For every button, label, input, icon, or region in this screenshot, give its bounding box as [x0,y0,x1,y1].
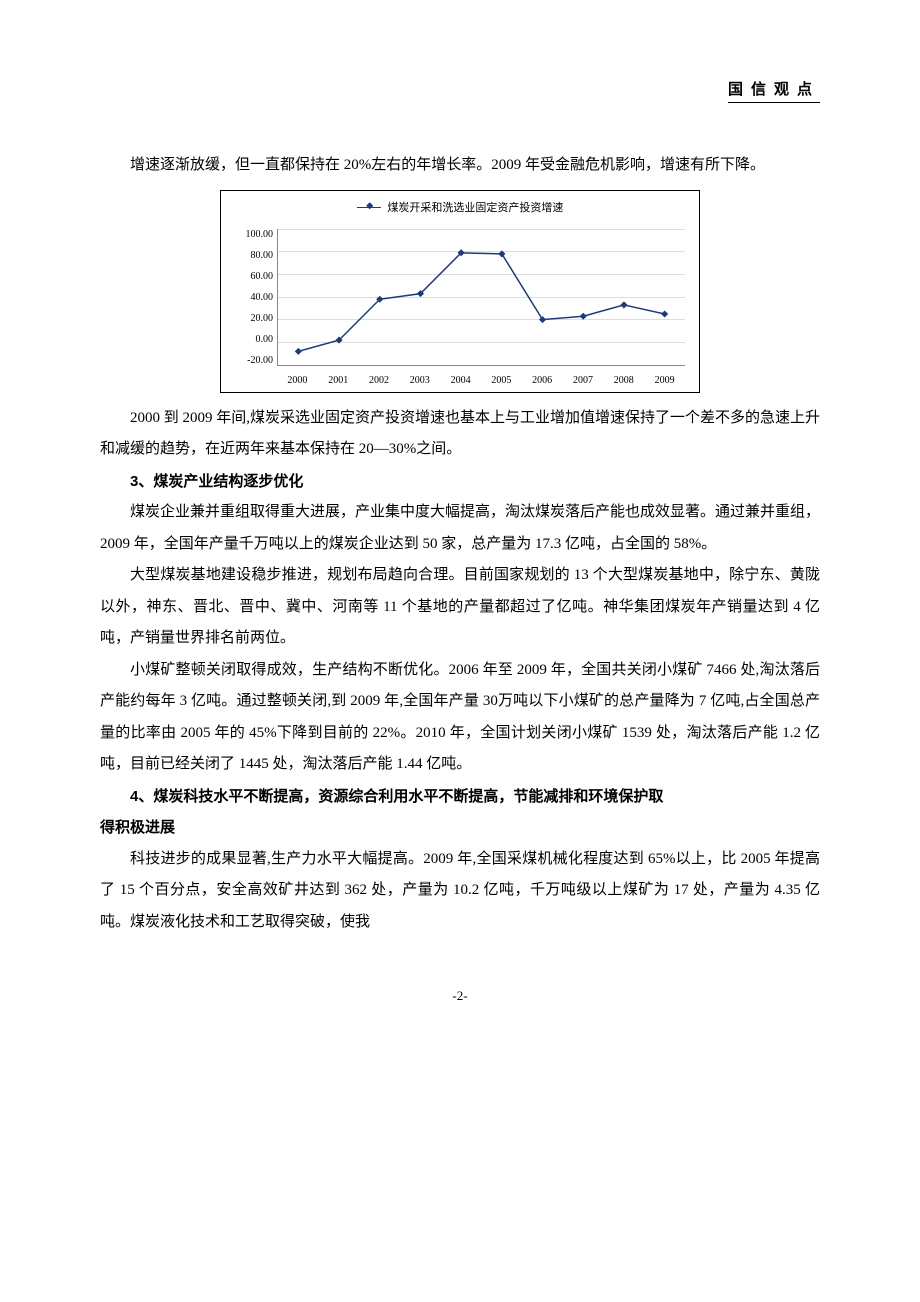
y-tick-label: 40.00 [231,287,273,308]
chart-marker [295,347,302,354]
x-tick-label: 2008 [603,370,644,384]
section-heading: 3、煤炭产业结构逐步优化 [100,466,820,498]
paragraph: 增速逐渐放缓，但一直都保持在 20%左右的年增长率。2009 年受金融危机影响，… [100,150,820,182]
section-heading: 4、煤炭科技水平不断提高，资源综合利用水平不断提高，节能减排和环境保护取 [100,781,820,813]
y-tick-label: -20.00 [231,350,273,371]
paragraph: 大型煤炭基地建设稳步推进，规划布局趋向合理。目前国家规划的 13 个大型煤炭基地… [100,560,820,655]
header-title: 国信观点 [728,78,820,103]
x-tick-label: 2001 [318,370,359,384]
x-tick-label: 2007 [563,370,604,384]
y-tick-label: 20.00 [231,308,273,329]
page-number: -2- [100,988,820,1004]
section-heading-cont: 得积极进展 [100,812,820,844]
x-tick-label: 2000 [277,370,318,384]
chart-area: 100.0080.0060.0040.0020.000.00-20.00 200… [231,224,689,384]
paragraph: 2000 到 2009 年间,煤炭采选业固定资产投资增速也基本上与工业增加值增速… [100,403,820,466]
y-axis: 100.0080.0060.0040.0020.000.00-20.00 [231,224,277,366]
x-tick-label: 2005 [481,370,522,384]
y-tick-label: 0.00 [231,329,273,350]
y-tick-label: 60.00 [231,266,273,287]
legend-marker-icon [357,207,381,208]
x-tick-label: 2009 [644,370,685,384]
chart-marker [620,301,627,308]
chart-svg [278,229,685,365]
x-tick-label: 2004 [440,370,481,384]
chart-line [298,252,664,351]
plot-area [277,229,685,366]
chart-marker [661,310,668,317]
y-tick-label: 100.00 [231,224,273,245]
x-axis: 2000200120022003200420052006200720082009 [277,370,685,384]
chart-marker [580,312,587,319]
chart-legend: 煤炭开采和洗选业固定资产投资增速 [231,197,689,220]
y-tick-label: 80.00 [231,245,273,266]
chart-marker [539,316,546,323]
chart-marker [498,250,505,257]
x-tick-label: 2003 [399,370,440,384]
paragraph: 煤炭企业兼并重组取得重大进展，产业集中度大幅提高，淘汰煤炭落后产能也成效显著。通… [100,497,820,560]
body-text: 增速逐渐放缓，但一直都保持在 20%左右的年增长率。2009 年受金融危机影响，… [100,150,820,938]
x-tick-label: 2006 [522,370,563,384]
paragraph: 科技进步的成果显著,生产力水平大幅提高。2009 年,全国采煤机械化程度达到 6… [100,844,820,939]
page: 国信观点 增速逐渐放缓，但一直都保持在 20%左右的年增长率。2009 年受金融… [0,0,920,1064]
x-tick-label: 2002 [359,370,400,384]
paragraph: 小煤矿整顿关闭取得成效，生产结构不断优化。2006 年至 2009 年，全国共关… [100,655,820,781]
chart-container: 煤炭开采和洗选业固定资产投资增速 100.0080.0060.0040.0020… [220,190,700,393]
chart-title: 煤炭开采和洗选业固定资产投资增速 [387,202,563,214]
